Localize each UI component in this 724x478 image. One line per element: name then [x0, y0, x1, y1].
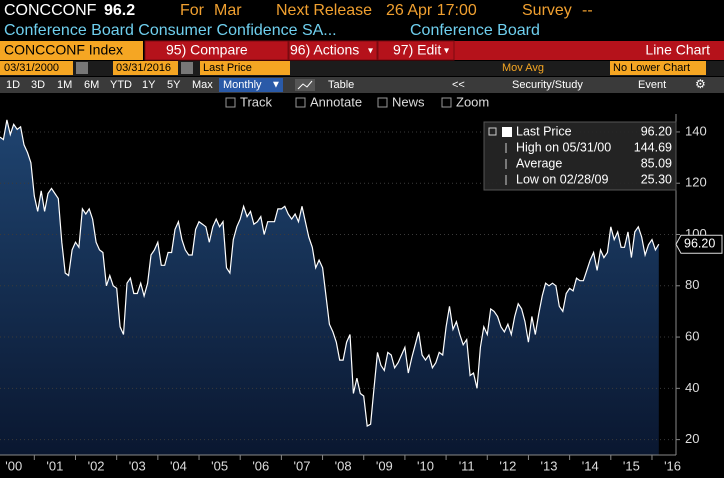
start-date: 03/31/2000 [4, 62, 59, 74]
tool-icon[interactable] [225, 97, 236, 108]
button-label: 96) Actions [290, 42, 359, 58]
security-study[interactable]: Security/Study [512, 79, 583, 91]
x-tick-label: '11 [459, 458, 475, 473]
x-tick-label: '01 [46, 458, 63, 473]
end-field[interactable] [113, 61, 178, 75]
security: CONCCONF Index [4, 42, 123, 58]
x-tick-label: '03 [129, 458, 146, 473]
last-value: 96.2 [104, 2, 135, 19]
x-tick-label: '13 [541, 458, 558, 473]
field: Last Price [203, 62, 252, 74]
description: Conference Board Consumer Confidence SA.… [4, 22, 337, 39]
x-tick-label: '04 [170, 458, 187, 473]
legend-label: Last Price [516, 124, 572, 138]
period-button[interactable]: YTD [110, 79, 132, 91]
ticker: CONCCONF [4, 2, 97, 19]
period-label: For [180, 2, 205, 19]
area [0, 119, 659, 456]
x-tick-label: '00 [5, 458, 22, 473]
period-button[interactable]: Max [192, 79, 213, 91]
period-button[interactable]: 1Y [142, 79, 156, 91]
period-bar [0, 77, 724, 93]
x-tick-label: '06 [252, 458, 269, 473]
calendar-icon[interactable] [181, 62, 193, 74]
x-tick-label: '02 [88, 458, 105, 473]
y-tick-label: 80 [685, 277, 699, 292]
x-tick-label: '12 [499, 458, 516, 473]
period-button[interactable]: 1D [6, 79, 20, 91]
period-button[interactable]: 3D [31, 79, 45, 91]
tool[interactable]: Annotate [310, 94, 362, 109]
tool[interactable]: Zoom [456, 94, 489, 109]
legend-swatch [502, 127, 512, 137]
legend-box [483, 121, 677, 191]
period-button[interactable]: 5Y [167, 79, 181, 91]
dropdown-arrow: ▾ [444, 46, 449, 57]
x-tick-label: '08 [335, 458, 352, 473]
period-button[interactable]: 6M [84, 79, 99, 91]
event[interactable]: Event [638, 79, 666, 91]
settings[interactable]: ⚙ [695, 77, 706, 91]
tool-icon[interactable] [441, 97, 452, 108]
actions-button[interactable] [288, 40, 378, 61]
table[interactable]: Table [328, 79, 354, 91]
x-tick-label: '09 [376, 458, 393, 473]
legend-value: 85.09 [641, 156, 672, 170]
legend-toggle[interactable] [488, 127, 497, 136]
legend-value: 25.30 [641, 172, 672, 186]
end-date: 03/31/2016 [116, 62, 171, 74]
survey-label: Survey [522, 2, 572, 19]
period: Mar [214, 2, 242, 19]
y-tick-label: 140 [685, 123, 707, 138]
price-tag-bg [675, 234, 723, 254]
next-release-label: Next Release [276, 2, 372, 19]
y-tick-label: 40 [685, 380, 699, 395]
line [0, 119, 660, 427]
legend-value: 96.20 [641, 124, 672, 138]
survey: -- [582, 2, 593, 19]
tool[interactable]: Track [240, 94, 273, 109]
x-tick-label: '15 [623, 458, 640, 473]
field-select[interactable] [200, 61, 290, 75]
edit-button[interactable] [377, 40, 455, 61]
chart-icon-line [297, 80, 313, 90]
y-tick-label: 60 [685, 328, 699, 343]
price-tag: 96.20 [684, 237, 715, 251]
button-label: 97) Edit [393, 42, 441, 58]
chart-type[interactable]: Line Chart [645, 42, 710, 58]
tool-icon[interactable] [377, 97, 388, 108]
tool[interactable]: News [392, 94, 425, 109]
frequency-select[interactable] [219, 78, 283, 92]
x-tick-label: '10 [417, 458, 434, 473]
collapse[interactable]: << [452, 79, 465, 91]
tool-icon[interactable] [295, 97, 306, 108]
source: Conference Board [410, 22, 540, 39]
next-release: 26 Apr 17:00 [386, 2, 477, 19]
x-tick-label: '14 [582, 458, 599, 473]
legend-label: High on 05/31/00 [516, 140, 611, 154]
dropdown-arrow: ▼ [271, 80, 281, 91]
compare-button[interactable] [144, 40, 289, 61]
y-tick-label: 120 [685, 175, 707, 190]
lower-chart: No Lower Chart [613, 62, 690, 74]
frequency: Monthly [223, 79, 262, 91]
header-bg [0, 0, 724, 40]
legend-value: 144.69 [634, 140, 672, 154]
security-field[interactable] [0, 41, 143, 60]
x-tick-label: '07 [293, 458, 310, 473]
button-label: 95) Compare [166, 42, 248, 58]
legend-label: Average [516, 156, 562, 170]
x-tick-label: '05 [211, 458, 228, 473]
start-field[interactable] [0, 61, 73, 75]
study[interactable]: Mov Avg [502, 62, 544, 74]
dropdown-arrow: ▾ [368, 46, 373, 57]
legend-label: Low on 02/28/09 [516, 172, 608, 186]
lower-select[interactable] [610, 61, 706, 75]
y-tick-label: 20 [685, 431, 699, 446]
period-button[interactable]: 1M [57, 79, 72, 91]
calendar-icon[interactable] [76, 62, 88, 74]
x-tick-label: '16 [664, 458, 681, 473]
